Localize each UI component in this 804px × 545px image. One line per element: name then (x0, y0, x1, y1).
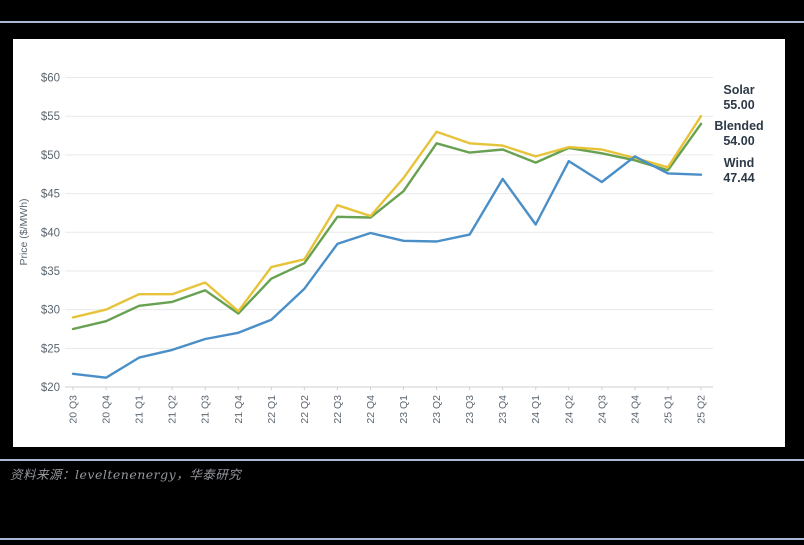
legend-blended-name: Blended (714, 119, 764, 133)
y-tick-label: $30 (41, 305, 60, 317)
bottom-accent-rule (0, 538, 804, 540)
x-tick-label: 21 Q1 (134, 395, 146, 424)
y-tick-label: $45 (41, 189, 60, 201)
y-tick-label: $35 (41, 266, 60, 278)
top-accent-rule (0, 21, 804, 23)
legend-solar-value: 55.00 (723, 98, 755, 113)
price-line-chart: $20 $25 $30 $35 $40 $45 $50 $55 $60 20 Q3 20 Q4 21 … (18, 73, 713, 424)
legend-wind-value: 47.44 (723, 171, 755, 186)
series-line-solar (71, 114, 703, 319)
y-axis-title: Price ($/MWh) (18, 198, 30, 265)
x-tick-label: 21 Q4 (233, 395, 245, 424)
x-tick-label: 22 Q2 (299, 395, 311, 424)
y-tick-label: $40 (41, 227, 60, 239)
x-tick-label: 23 Q2 (431, 395, 443, 424)
x-tick-label: 20 Q4 (101, 395, 113, 424)
chart-panel: $20 $25 $30 $35 $40 $45 $50 $55 $60 20 Q3 20 Q4 21 … (13, 39, 785, 447)
source-note: 资料来源：leveltenenergy，华泰研究 (10, 467, 242, 482)
x-tick-label: 24 Q4 (629, 395, 641, 424)
y-tick-label: $25 (41, 343, 60, 355)
x-tick-label: 22 Q4 (365, 395, 377, 424)
y-tick-label: $60 (41, 73, 60, 85)
series-line-blended (71, 122, 703, 331)
y-tick-label: $20 (41, 382, 60, 394)
legend-solar: Solar 55.00 (701, 83, 777, 114)
x-tick-label: 24 Q1 (530, 395, 542, 424)
x-tick-label: 23 Q1 (398, 395, 410, 424)
x-tick-label: 22 Q3 (332, 395, 344, 424)
x-tick-label: 21 Q2 (167, 395, 179, 424)
x-tick-label: 23 Q4 (497, 395, 509, 424)
y-tick-label: $50 (41, 150, 60, 162)
x-tick-label: 22 Q1 (266, 395, 278, 424)
legend-wind: Wind 47.44 (701, 156, 777, 187)
x-tick-label: 23 Q3 (464, 395, 476, 424)
legend-solar-name: Solar (723, 83, 755, 97)
legend-wind-name: Wind (723, 156, 755, 170)
x-tick-label: 25 Q1 (662, 395, 674, 424)
x-tick-label: 20 Q3 (68, 395, 80, 424)
x-tick-label: 24 Q3 (596, 395, 608, 424)
legend-blended: Blended 54.00 (701, 119, 777, 150)
x-tick-label: 21 Q3 (200, 395, 212, 424)
y-tick-label: $55 (41, 111, 60, 123)
legend-blended-value: 54.00 (723, 134, 755, 149)
series-line-wind (71, 155, 703, 379)
footer-accent-rule (0, 459, 804, 461)
x-tick-label: 24 Q2 (563, 395, 575, 424)
x-tick-label: 25 Q2 (696, 395, 708, 424)
